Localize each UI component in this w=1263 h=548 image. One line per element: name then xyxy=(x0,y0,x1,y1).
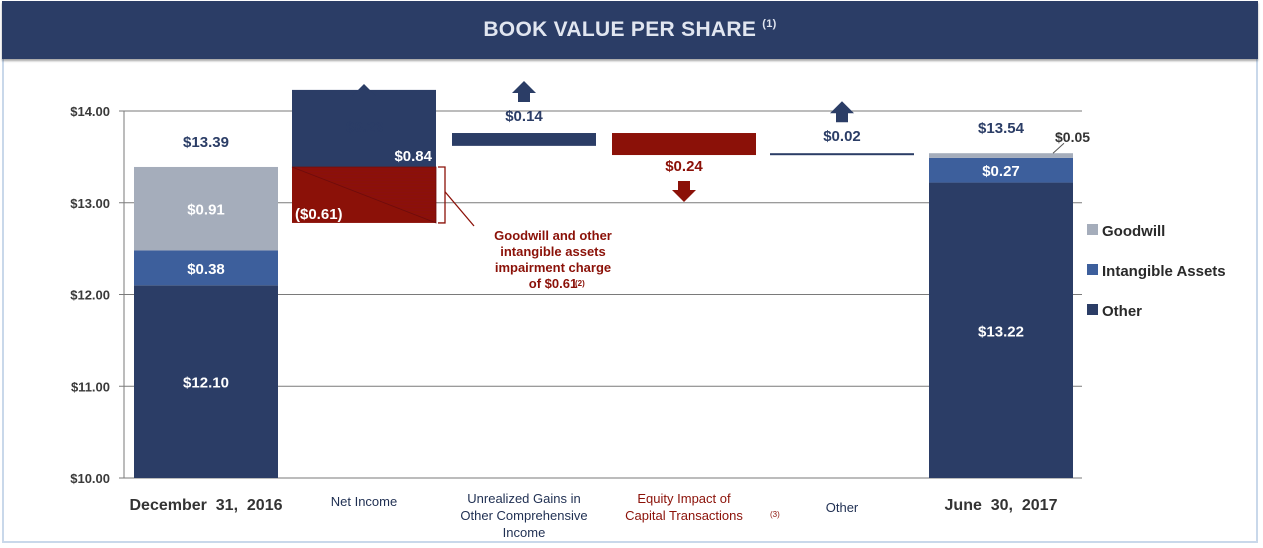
y-tick-label: $11.00 xyxy=(71,379,110,394)
bar-total-label: $13.39 xyxy=(183,134,229,151)
down-arrow-icon xyxy=(672,181,696,203)
annotation-line: impairment charge xyxy=(495,260,611,275)
bar-segment-goodwill xyxy=(134,166,278,251)
gridlines xyxy=(124,110,1082,479)
annotation-line: intangible assets xyxy=(500,244,605,259)
change-value-label: $0.23 xyxy=(346,119,384,136)
x-category-label: Unrealized Gains in xyxy=(467,491,580,506)
legend-swatch xyxy=(1087,264,1098,275)
leader-line xyxy=(1052,142,1065,154)
bar-change-increase xyxy=(770,153,914,156)
data-labels: $12.10 $0.38 $0.91 $13.39 $0.84 ($0.61) $0.23 $… xyxy=(183,81,1090,392)
component-value-label: $0.84 xyxy=(394,148,432,165)
x-category-label: Other xyxy=(826,500,859,515)
up-arrow-icon xyxy=(352,84,376,105)
legend-label: Other xyxy=(1102,303,1142,320)
annotation-line: of $0.61 xyxy=(529,276,577,291)
segment-value-label: $13.22 xyxy=(978,323,1024,340)
segment-value-label: $0.27 xyxy=(982,163,1020,180)
segment-value-label: $0.38 xyxy=(187,261,225,278)
bar-segment-intangible-assets xyxy=(929,157,1073,183)
legend-label: Goodwill xyxy=(1102,223,1165,240)
x-axis-labels: December 31, 2016 Net Income Unrealized Ga… xyxy=(130,491,1058,540)
bar-segment-other xyxy=(134,285,278,478)
chart-title-text: BOOK VALUE PER SHARE xyxy=(483,18,757,41)
x-category-footnote: (3) xyxy=(770,510,780,519)
x-category-label: Equity Impact of xyxy=(637,491,731,506)
y-tick-label: $12.00 xyxy=(70,288,110,303)
annotation-line: Goodwill and other xyxy=(494,228,612,243)
legend-swatch xyxy=(1087,224,1098,235)
bar-segment-goodwill xyxy=(929,153,1073,158)
legend-label: Intangible Assets xyxy=(1102,263,1226,280)
segment-value-label: $12.10 xyxy=(183,375,229,392)
y-tick-label: $10.00 xyxy=(70,471,110,486)
change-value-label: $0.14 xyxy=(505,108,543,125)
bar-segment-intangible-assets xyxy=(134,250,278,286)
legend: Goodwill Intangible Assets Other xyxy=(1087,223,1226,320)
annotation-footnote: (2) xyxy=(575,279,585,288)
component-value-label: ($0.61) xyxy=(295,206,343,223)
change-value-label: $0.24 xyxy=(665,158,703,175)
chart-title: BOOK VALUE PER SHARE (1) xyxy=(483,18,776,42)
impairment-hatch-outline xyxy=(291,166,437,224)
chart-header: BOOK VALUE PER SHARE (1) xyxy=(2,1,1258,59)
x-category-label: Capital Transactions xyxy=(625,508,743,523)
x-category-label: Other Comprehensive xyxy=(460,508,587,523)
bars xyxy=(134,89,1073,478)
up-arrow-icon xyxy=(830,101,854,123)
y-tick-label: $14.00 xyxy=(70,104,110,119)
segment-value-label: $0.91 xyxy=(187,202,225,219)
up-arrow-icon xyxy=(512,81,536,103)
bar-change-decrease xyxy=(612,133,756,156)
change-value-label: $0.02 xyxy=(823,128,861,145)
y-axis: $10.00 $11.00 $12.00 $13.00 $14.00 xyxy=(70,104,125,486)
x-category-label: June 30, 2017 xyxy=(945,497,1058,514)
bar-change-increase xyxy=(452,133,596,146)
x-category-label: Income xyxy=(503,525,546,540)
bar-total-label: $13.54 xyxy=(978,120,1025,137)
impairment-leader-line xyxy=(444,191,475,227)
x-category-label: Net Income xyxy=(331,494,397,509)
legend-swatch xyxy=(1087,304,1098,315)
x-category-label: December 31, 2016 xyxy=(130,497,283,514)
chart-title-footnote: (1) xyxy=(762,18,777,30)
y-tick-label: $13.00 xyxy=(70,196,110,211)
impairment-bracket xyxy=(438,166,446,224)
segment-value-label: $0.05 xyxy=(1055,129,1090,145)
bar-segment-other xyxy=(929,182,1073,478)
